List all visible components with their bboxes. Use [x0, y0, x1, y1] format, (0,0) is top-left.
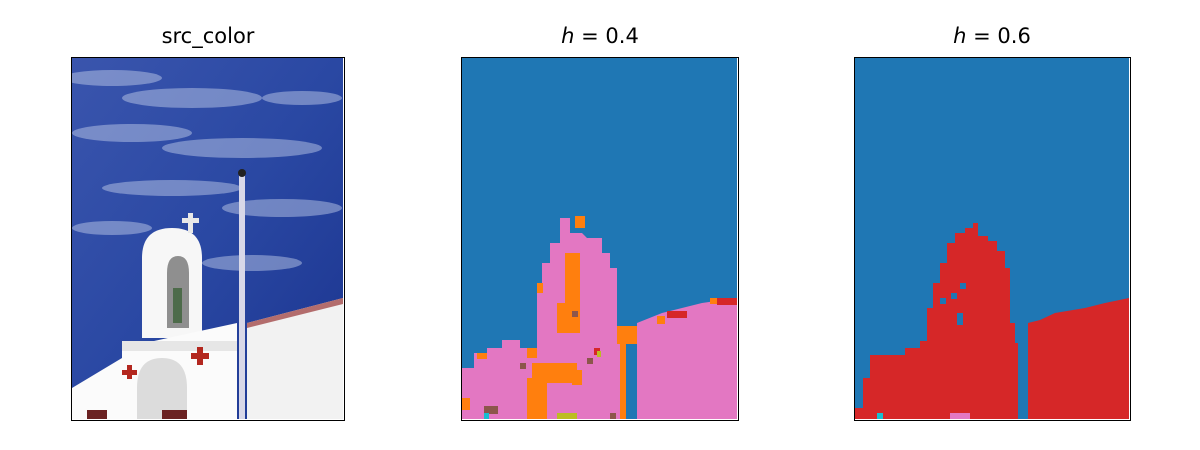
- segment-red-right: [1028, 298, 1129, 419]
- roof-edge: [247, 298, 343, 328]
- panel-title: h = 0.6: [953, 24, 1031, 48]
- segment-pink: [950, 413, 970, 419]
- segment-pink-right: [637, 298, 737, 419]
- red-cross-icon: [122, 347, 209, 379]
- source-image: [71, 57, 345, 421]
- flagpole-top: [238, 169, 246, 177]
- segment-pink: [462, 218, 637, 419]
- segment-red: [855, 223, 1018, 419]
- segment-sky-holes: [940, 283, 1028, 419]
- segment-cyan: [484, 413, 489, 419]
- flagpole: [239, 173, 245, 419]
- segmentation-h04: [461, 57, 739, 421]
- door-arch: [137, 358, 187, 419]
- panel-title: src_color: [161, 24, 255, 48]
- panel-title: h = 0.4: [561, 24, 639, 48]
- clouds: [72, 70, 342, 271]
- segment-brown: [484, 311, 616, 419]
- segment-olive: [557, 413, 577, 419]
- bell: [173, 288, 182, 323]
- segmentation-h06: [854, 57, 1131, 421]
- right-building: [247, 298, 343, 419]
- segment-cyan: [877, 413, 883, 419]
